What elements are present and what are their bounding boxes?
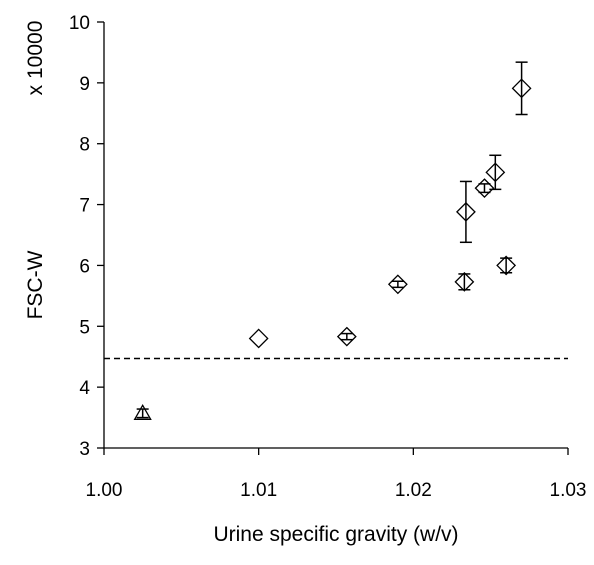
y-tick-label: 3 (79, 439, 90, 460)
x-tick-label: 1.00 (86, 480, 123, 501)
y-tick-label: 5 (79, 317, 90, 338)
diamond-marker (454, 271, 475, 292)
y-tick-label: 7 (79, 196, 90, 217)
y-tick-label: 9 (79, 74, 90, 95)
y-axis-title: FSC-W (24, 250, 47, 319)
axes: 3 4 5 6 7 8 9 10 1.00 1.01 1.02 1.03 (69, 13, 587, 501)
x-tick-label: 1.03 (550, 480, 587, 501)
y-tick-label: 4 (79, 378, 90, 399)
data-points (133, 61, 532, 420)
diamond-marker (474, 178, 495, 199)
diamond-marker (336, 326, 357, 347)
y-axis-multiplier: x 10000 (24, 21, 47, 96)
triangle-marker (133, 404, 152, 420)
diamond-marker (485, 162, 506, 183)
y-tick-label: 6 (79, 256, 90, 277)
diamond-marker (387, 274, 408, 295)
diamond-marker (511, 78, 532, 99)
diamond-marker (496, 255, 517, 276)
x-tick-label: 1.02 (395, 480, 432, 501)
y-tick-label: 8 (79, 135, 90, 156)
y-tick-label: 10 (69, 13, 90, 34)
x-axis-title: Urine specific gravity (w/v) (213, 523, 458, 546)
diamond-marker (248, 328, 269, 349)
diamond-marker (456, 201, 476, 222)
x-tick-label: 1.01 (240, 480, 277, 501)
